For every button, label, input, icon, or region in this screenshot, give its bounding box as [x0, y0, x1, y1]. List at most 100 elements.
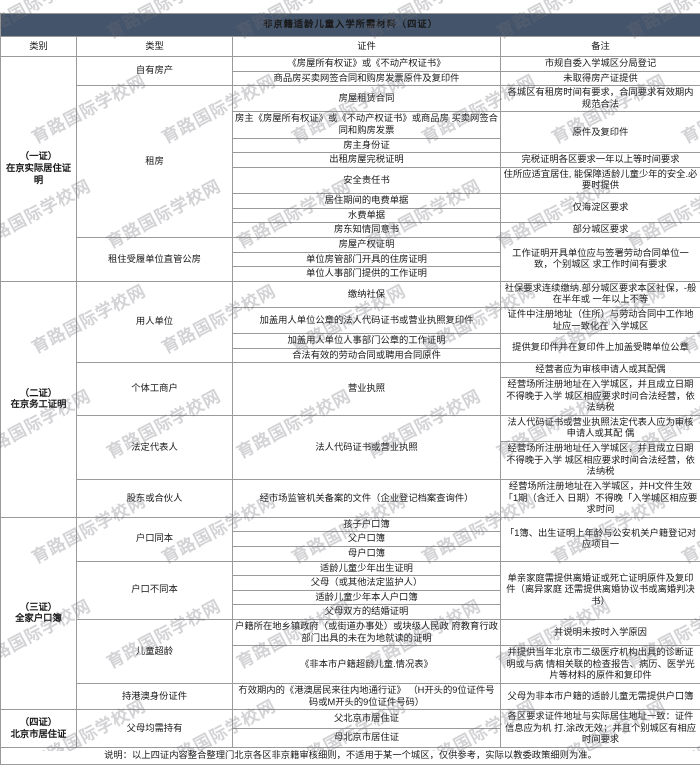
document-cell: 母北京市居住证 [233, 729, 501, 748]
document-cell: 商品房买卖网签合同和购房发票原件及复印件 [233, 71, 501, 86]
category-label-line2: 在京实际居住证明 [3, 163, 74, 186]
document-cell: 适龄儿童少年本人户口簿 [233, 590, 501, 605]
top-margin-strip [0, 0, 700, 13]
column-header-category: 类别 [1, 37, 77, 57]
document-cell: 营业执照 [233, 363, 501, 415]
document-cell: 法人代码证书或营业执照 [233, 415, 501, 479]
document-cell: 出租房屋完税证明 [233, 153, 501, 168]
document-cell: 户籍所在地乡镇政府（或街道办事处）或块级人民政 府教育行政部门出具的未在为地就读… [233, 619, 501, 645]
table-row: 股东或合伙人经市场监管机关备案的文件（企业登记档案查询件）经营场所注册地址在入学… [1, 479, 700, 517]
document-cell: 房主《房屋所有权证》或《不动产权证书》或商品房 买卖网签合同和购房发票 [233, 112, 501, 138]
type-cell: 户口同本 [77, 517, 233, 561]
remark-cell: 法人代码证书或营业执照法定代表人应为审核申请人或其配 偶 [501, 415, 700, 441]
remark-cell: 部分城区要求 [501, 223, 700, 238]
type-cell: 自有房产 [77, 57, 233, 86]
document-cell: 缴纳社保 [233, 281, 501, 307]
remark-cell: 社保要求连续缴纳.部分城区要求本区社保，-般在半年或 一年以上不等 [501, 281, 700, 307]
type-cell: 父母均需持有 [77, 710, 233, 748]
document-cell: 经市场监管机关备案的文件（企业登记档案查询件） [233, 479, 501, 517]
category-cell-cert-1: （一证）在京实际居住证明 [1, 57, 77, 282]
remark-cell: 提供复印件并在复印件上加盖受聘单位公章 [501, 334, 700, 363]
table-row: （一证）在京实际居住证明自有房产《房屋所有权证》或《不动产权证书》市规自委入学城… [1, 57, 700, 72]
footnote-cell: 说明：以上四证内容整合整理门北京各区非京籍审核细则，不适用于某一个城区，仅供参考… [1, 748, 700, 765]
remark-cell: 未取得房产证提供 [501, 71, 700, 86]
remark-cell: 证件中注册地址（住所）与劳动合同中工作地址应一致化在 入学城区 [501, 307, 700, 333]
page-title: 非京籍适龄儿童入学所需材料（四证） [1, 14, 700, 37]
document-cell: 单位房管部门开具的住房证明 [233, 252, 501, 267]
document-cell: 孩子户口簿 [233, 517, 501, 532]
type-cell: 户口不同本 [77, 561, 233, 619]
document-cell: 单位人事部门提供的工作证明 [233, 267, 501, 282]
document-cell: 安全责任书 [233, 167, 501, 193]
document-cell: 合法有效的劳动合同或聘用合同原件 [233, 348, 501, 363]
table-row: （四证）北京市居住证父母均需持有父北京市居住证各区要求证件地址与实际居住地址一致… [1, 710, 700, 729]
table-row: （三证）全家户口簿户口同本孩子户口簿「1簿、出生证明上年龄与公安机关户籍登记对应… [1, 517, 700, 532]
remark-cell: 经营者应为审核申请人或其配偶 [501, 363, 700, 378]
table-row: 法定代表人法人代码证书或营业执照法人代码证书或营业执照法定代表人应为审核申请人或… [1, 415, 700, 441]
type-cell: 用人单位 [77, 281, 233, 363]
document-cell: 水费单据 [233, 208, 501, 223]
category-cell-cert-3: （三证）全家户口簿 [1, 517, 77, 710]
table-row: 儿童超龄户籍所在地乡镇政府（或街道办事处）或块级人民政 府教育行政部门出具的未在… [1, 619, 700, 645]
category-label-line2: 全家户口簿 [3, 613, 74, 625]
type-cell: 持港澳身份证件 [77, 684, 233, 710]
document-cell: 父母（或其他法定监护人） [233, 576, 501, 591]
remark-cell: 原件及复印件 [501, 112, 700, 153]
column-header-remark: 备注 [501, 37, 700, 57]
remark-cell: 并提供当年北京市二级医疗机构出具的诊断证明或与病 情相关联的检查报告、病历、医学… [501, 646, 700, 684]
table-row: 租住受履单位直管公房房屋产权证明工作证明开具单位应与签署劳动合同单位一致，个别城… [1, 237, 700, 252]
type-cell: 股东或合伙人 [77, 479, 233, 517]
remark-cell: 父母为非本市户籍的适龄儿童无需提供户口簿 [501, 684, 700, 710]
category-label-line1: （三证） [3, 602, 74, 614]
category-label-line2: 在京务工证明 [3, 399, 74, 411]
document-cell: 父北京市居住证 [233, 710, 501, 729]
requirements-table: 非京籍适龄儿童入学所需材料（四证） 类别 类型 证件 备注 （一证）在京实际居住… [0, 13, 700, 765]
table-row: （二证）在京务工证明用人单位缴纳社保社保要求连续缴纳.部分城区要求本区社保，-般… [1, 281, 700, 307]
remark-cell: 经营场所注册地址在入学城区，并H文件生效「1期（含迁入 日期）不得晚「入学城区相… [501, 479, 700, 517]
type-cell: 法定代表人 [77, 415, 233, 479]
column-header-type: 类型 [77, 37, 233, 57]
column-header-row: 类别 类型 证件 备注 [1, 37, 700, 57]
table-row: 持港澳身份证件冇效期内的《港澳居民来往内地通行证》 （H开头的9位证件号码或M开… [1, 684, 700, 710]
remark-cell: 各区要求证件地址与实际居住地址一致：证件信息应为机 打.涂改无效；并且个别城区有… [501, 710, 700, 748]
document-cell: 冇效期内的《港澳居民来往内地通行证》 （H开头的9位证件号码或M开头的9位证件号… [233, 684, 501, 710]
document-cell: 房主身份证 [233, 138, 501, 153]
title-row: 非京籍适龄儿童入学所需材料（四证） [1, 14, 700, 37]
remark-cell: 工作证明开具单位应与签署劳动合同单位一致，个别城区 求工作时间有要求 [501, 237, 700, 281]
footnote-row: 说明：以上四证内容整合整理门北京各区非京籍审核细则，不适用于某一个城区，仅供参考… [1, 748, 700, 765]
table-row: 租房房屋租赁合同各城区有租房时间有要求，合同要求有效期内规范合法 [1, 86, 700, 112]
document-cell: 父户口簿 [233, 532, 501, 547]
category-label-line1: （二证） [3, 388, 74, 400]
category-label-line1: （一证） [3, 151, 74, 163]
type-cell: 儿童超龄 [77, 619, 233, 683]
remark-cell: 仅海淀区要求 [501, 194, 700, 223]
document-cell: 父母双方的结婚证明 [233, 605, 501, 620]
document-cell: 《非本市户籍超龄儿童.情况表》 [233, 646, 501, 684]
table-row: 户口不同本适龄儿童少年出生证明单亲家庭需提供离婚证或死亡证明原件及复印件（离异家… [1, 561, 700, 576]
remark-cell: 完税证明各区要求一年以上等时间要求 [501, 153, 700, 168]
remark-cell: 单亲家庭需提供离婚证或死亡证明原件及复印件（离异家庭 还需提供离婚协议书或离婚判… [501, 561, 700, 619]
document-cell: 房屋租赁合同 [233, 86, 501, 112]
type-cell: 个体工商户 [77, 363, 233, 415]
column-header-document: 证件 [233, 37, 501, 57]
document-cell: 加盖用人单位人事部门公章的工作证明 [233, 334, 501, 349]
category-label-line2: 北京市居住证 [3, 729, 74, 741]
remark-cell: 并说明未按时入学原因 [501, 619, 700, 645]
remark-cell: 经营场所注册地址任入学城区，并且成立日期不得晚于入学 城区相应要求时间合法经营，… [501, 442, 700, 480]
document-cell: 《房屋所有权证》或《不动产权证书》 [233, 57, 501, 72]
document-cell: 适龄儿童少年出生证明 [233, 561, 501, 576]
table-row: 个体工商户营业执照经营者应为审核申请人或其配偶 [1, 363, 700, 378]
document-cell: 加盖用人单位公章的法人代码证书或营业执照复印件 [233, 307, 501, 333]
document-cell: 房东知情同意书 [233, 223, 501, 238]
remark-cell: 各城区有租房时间有要求，合同要求有效期内规范合法 [501, 86, 700, 112]
remark-cell: 市规自委入学城区分局登记 [501, 57, 700, 72]
type-cell: 租房 [77, 86, 233, 238]
category-cell-cert-4: （四证）北京市居住证 [1, 710, 77, 748]
document-cell: 房屋产权证明 [233, 237, 501, 252]
remark-cell: 「1簿、出生证明上年龄与公安机关户籍登记对应项目一 [501, 517, 700, 561]
category-label-line1: （四证） [3, 717, 74, 729]
remark-cell: 经营场所注册地址在入学城区，并且成立日期不得晚于入学 城区相应要求时问合法经营，… [501, 378, 700, 416]
document-cell: 居住期间的电费单据 [233, 194, 501, 209]
document-cell: 母户口簿 [233, 546, 501, 561]
